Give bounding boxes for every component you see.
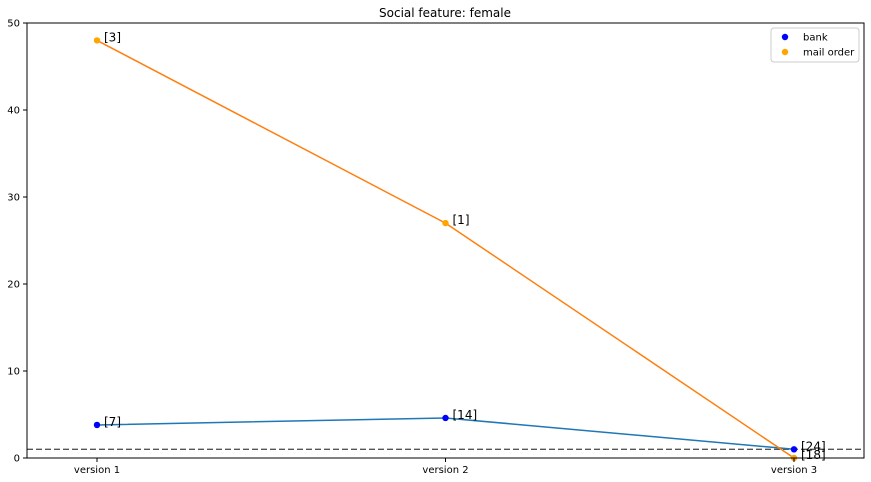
- series-line-0: [96, 417, 795, 451]
- data-point-label: [3]: [104, 30, 121, 44]
- data-point-label: [7]: [104, 415, 121, 429]
- plot-frame: [26, 22, 865, 459]
- data-point-label: [18]: [801, 448, 826, 462]
- data-point-label: [14]: [453, 408, 478, 422]
- y-tick-label: 30: [7, 193, 20, 204]
- legend-label: bank: [803, 33, 828, 44]
- chart-title: Social feature: female: [379, 6, 511, 20]
- legend-marker: [781, 33, 789, 41]
- data-point: [790, 446, 798, 453]
- data-point: [93, 37, 101, 44]
- data-point: [442, 219, 449, 227]
- data-point: [93, 421, 101, 429]
- series-line-1: [96, 39, 795, 459]
- data-point: [442, 414, 449, 422]
- y-tick-label: 50: [7, 19, 20, 30]
- legend: bank mail order: [770, 27, 860, 63]
- y-tick-label: 10: [7, 367, 20, 378]
- y-tick-label: 20: [7, 280, 20, 291]
- legend-box: [770, 27, 860, 63]
- x-tick-label: version 2: [422, 465, 468, 476]
- plot-area: [7] [14] [24] [3] [1] [18] 0 10 20 30 40 50 version …: [7, 19, 865, 476]
- data-point-label: [24]: [801, 439, 826, 453]
- data-point-label: [1]: [453, 213, 470, 227]
- y-tick-label: 0: [14, 454, 20, 465]
- legend-label: mail order: [803, 48, 855, 59]
- x-tick-label: version 3: [771, 465, 817, 476]
- x-tick-label: version 1: [74, 465, 120, 476]
- legend-marker: [781, 48, 789, 56]
- y-tick-label: 40: [7, 106, 20, 117]
